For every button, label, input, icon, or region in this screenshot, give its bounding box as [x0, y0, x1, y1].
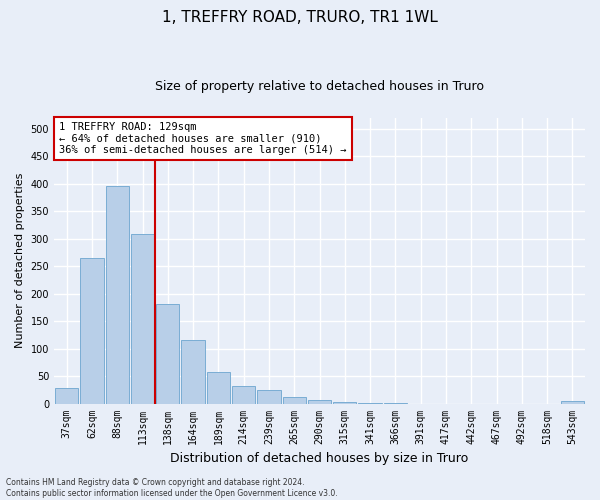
Bar: [283, 397, 306, 404]
Bar: [80, 258, 104, 404]
Bar: [106, 186, 129, 404]
Text: 1 TREFFRY ROAD: 129sqm
← 64% of detached houses are smaller (910)
36% of semi-de: 1 TREFFRY ROAD: 129sqm ← 64% of detached…: [59, 122, 347, 156]
Bar: [333, 402, 356, 404]
Bar: [358, 403, 382, 404]
Text: 1, TREFFRY ROAD, TRURO, TR1 1WL: 1, TREFFRY ROAD, TRURO, TR1 1WL: [162, 10, 438, 25]
Bar: [207, 372, 230, 404]
Y-axis label: Number of detached properties: Number of detached properties: [15, 173, 25, 348]
Bar: [384, 403, 407, 404]
X-axis label: Distribution of detached houses by size in Truro: Distribution of detached houses by size …: [170, 452, 469, 465]
Bar: [131, 234, 154, 404]
Bar: [257, 390, 281, 404]
Bar: [55, 388, 79, 404]
Bar: [181, 340, 205, 404]
Text: Contains HM Land Registry data © Crown copyright and database right 2024.
Contai: Contains HM Land Registry data © Crown c…: [6, 478, 338, 498]
Bar: [308, 400, 331, 404]
Bar: [232, 386, 256, 404]
Title: Size of property relative to detached houses in Truro: Size of property relative to detached ho…: [155, 80, 484, 93]
Bar: [156, 304, 179, 404]
Bar: [561, 402, 584, 404]
